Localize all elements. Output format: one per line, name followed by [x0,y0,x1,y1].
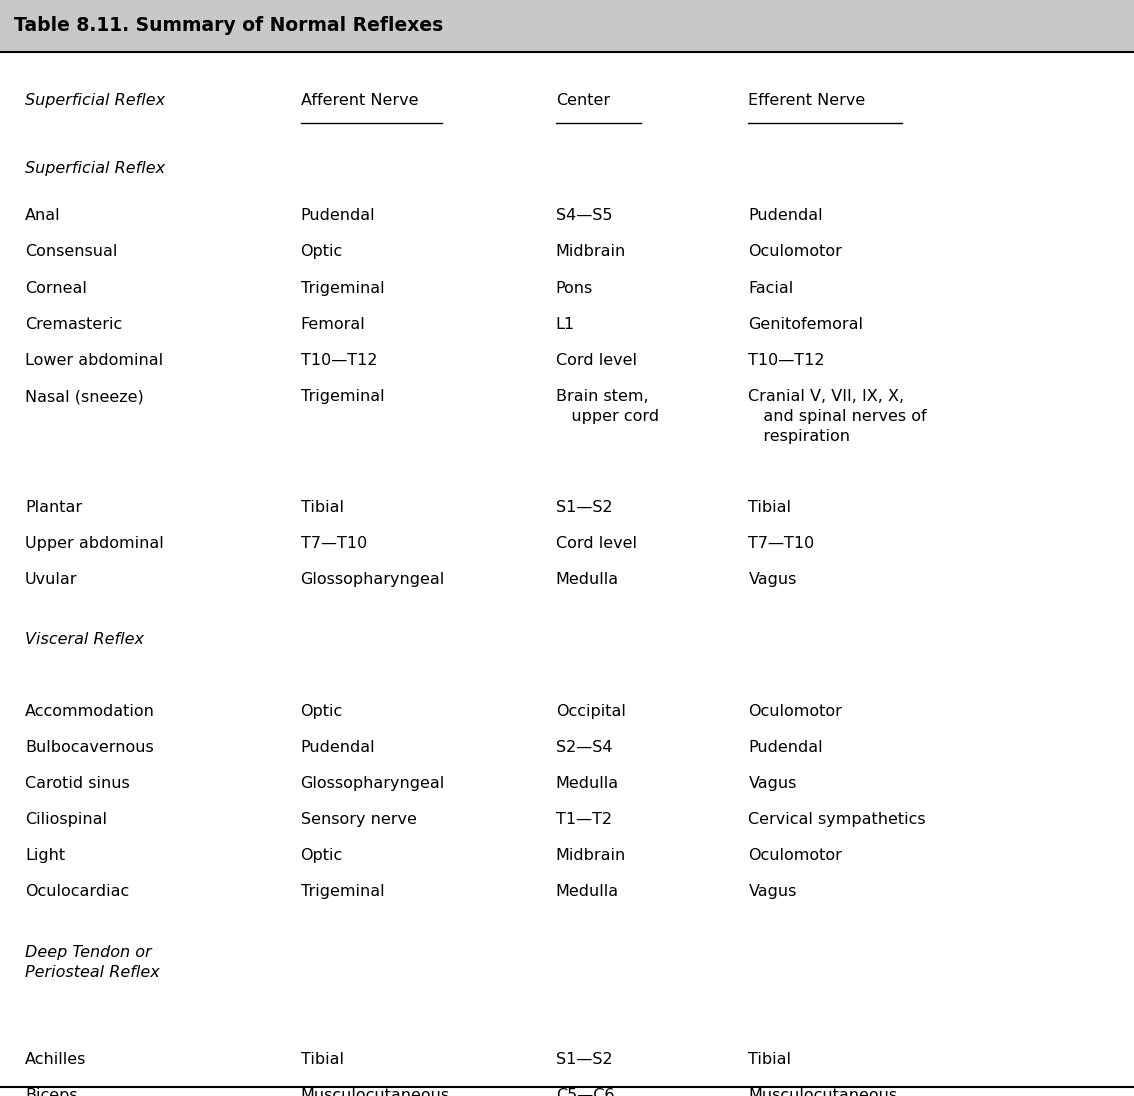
Text: Medulla: Medulla [556,572,619,587]
Text: L1: L1 [556,317,575,332]
Text: Femoral: Femoral [301,317,365,332]
Text: T7—T10: T7—T10 [748,536,814,551]
Text: Visceral Reflex: Visceral Reflex [25,632,144,648]
Text: Efferent Nerve: Efferent Nerve [748,93,865,109]
Text: Oculomotor: Oculomotor [748,244,843,260]
Text: Light: Light [25,848,65,864]
Text: Cord level: Cord level [556,353,636,368]
Text: Genitofemoral: Genitofemoral [748,317,863,332]
Text: Trigeminal: Trigeminal [301,281,384,296]
Text: Medulla: Medulla [556,884,619,900]
Text: S1—S2: S1—S2 [556,500,612,515]
Text: Glossopharyngeal: Glossopharyngeal [301,572,445,587]
Text: Trigeminal: Trigeminal [301,884,384,900]
Text: Brain stem,
   upper cord: Brain stem, upper cord [556,389,659,424]
Text: Cervical sympathetics: Cervical sympathetics [748,812,926,827]
Text: Pudendal: Pudendal [748,208,823,224]
Text: S4—S5: S4—S5 [556,208,612,224]
Text: Optic: Optic [301,704,342,719]
Text: Nasal (sneeze): Nasal (sneeze) [25,389,144,404]
Text: Vagus: Vagus [748,776,797,791]
Text: Tibial: Tibial [748,500,792,515]
Text: T7—T10: T7—T10 [301,536,366,551]
Text: Plantar: Plantar [25,500,82,515]
Text: Sensory nerve: Sensory nerve [301,812,416,827]
Text: Lower abdominal: Lower abdominal [25,353,163,368]
Text: Biceps: Biceps [25,1088,77,1096]
Text: Accommodation: Accommodation [25,704,155,719]
Text: Tibial: Tibial [748,1052,792,1068]
Text: C5—C6: C5—C6 [556,1088,615,1096]
Text: Glossopharyngeal: Glossopharyngeal [301,776,445,791]
Text: Medulla: Medulla [556,776,619,791]
Text: Cord level: Cord level [556,536,636,551]
Text: Trigeminal: Trigeminal [301,389,384,404]
Text: Vagus: Vagus [748,572,797,587]
Text: Achilles: Achilles [25,1052,86,1068]
Text: Oculomotor: Oculomotor [748,848,843,864]
Text: Ciliospinal: Ciliospinal [25,812,107,827]
Text: T10—T12: T10—T12 [301,353,376,368]
Text: Facial: Facial [748,281,794,296]
Text: T1—T2: T1—T2 [556,812,611,827]
Text: Optic: Optic [301,244,342,260]
Text: Musculocutaneous: Musculocutaneous [748,1088,898,1096]
Text: Uvular: Uvular [25,572,77,587]
Text: Midbrain: Midbrain [556,848,626,864]
Text: Tibial: Tibial [301,1052,344,1068]
Text: Corneal: Corneal [25,281,87,296]
Text: Table 8.11. Summary of Normal Reflexes: Table 8.11. Summary of Normal Reflexes [14,16,443,35]
Text: Pudendal: Pudendal [301,208,375,224]
Text: Pudendal: Pudendal [748,740,823,755]
Text: Oculocardiac: Oculocardiac [25,884,129,900]
Text: Superficial Reflex: Superficial Reflex [25,93,166,109]
Text: Optic: Optic [301,848,342,864]
Text: Upper abdominal: Upper abdominal [25,536,163,551]
Text: Cremasteric: Cremasteric [25,317,122,332]
Text: T10—T12: T10—T12 [748,353,824,368]
Text: Carotid sinus: Carotid sinus [25,776,129,791]
Text: Pons: Pons [556,281,593,296]
Text: Deep Tendon or
Periosteal Reflex: Deep Tendon or Periosteal Reflex [25,945,160,980]
Text: Cranial V, VII, IX, X,
   and spinal nerves of
   respiration: Cranial V, VII, IX, X, and spinal nerves… [748,389,928,444]
Text: Musculocutaneous: Musculocutaneous [301,1088,450,1096]
Text: Oculomotor: Oculomotor [748,704,843,719]
Text: Anal: Anal [25,208,60,224]
Text: Tibial: Tibial [301,500,344,515]
Text: Afferent Nerve: Afferent Nerve [301,93,418,109]
Text: S2—S4: S2—S4 [556,740,612,755]
FancyBboxPatch shape [0,0,1134,52]
Text: Pudendal: Pudendal [301,740,375,755]
Text: Center: Center [556,93,610,109]
Text: Bulbocavernous: Bulbocavernous [25,740,154,755]
Text: Consensual: Consensual [25,244,117,260]
Text: Vagus: Vagus [748,884,797,900]
Text: S1—S2: S1—S2 [556,1052,612,1068]
Text: Superficial Reflex: Superficial Reflex [25,161,166,176]
Text: Midbrain: Midbrain [556,244,626,260]
Text: Occipital: Occipital [556,704,626,719]
